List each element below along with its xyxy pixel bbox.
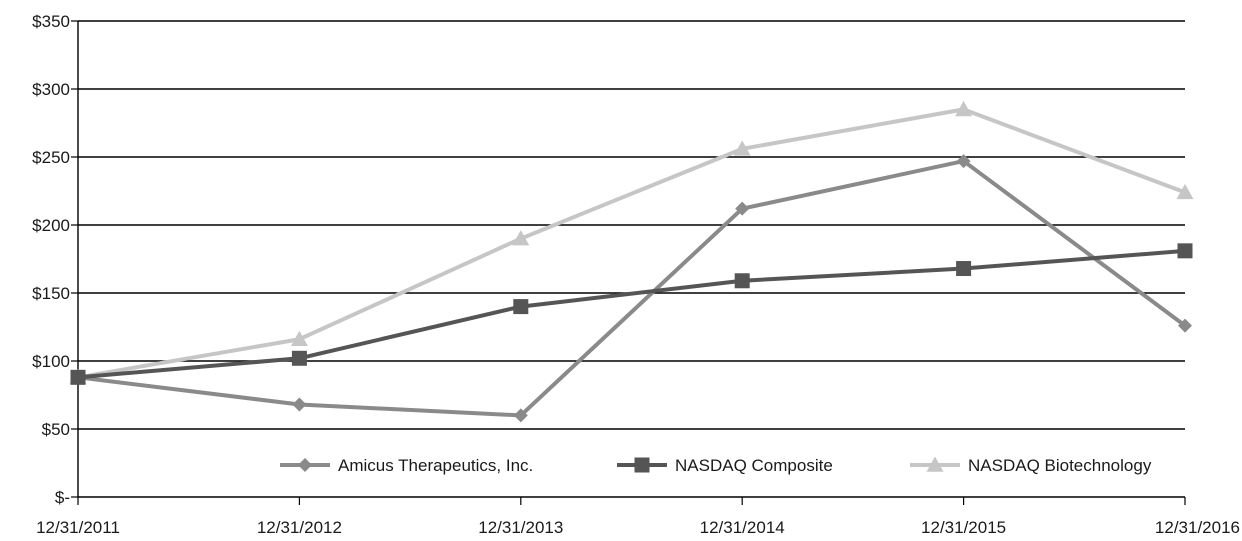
y-tick-label: $- <box>55 488 70 507</box>
series-group <box>69 100 1194 385</box>
data-point <box>513 299 529 315</box>
legend-marker <box>298 458 312 472</box>
legend: Amicus Therapeutics, Inc. NASDAQ Composit… <box>280 456 1152 475</box>
legend-marker <box>926 456 944 472</box>
x-tick-label: 12/31/2016 <box>1155 518 1240 537</box>
legend-label: Amicus Therapeutics, Inc. <box>338 456 533 475</box>
series-line <box>77 159 1187 418</box>
series-line <box>77 107 1186 380</box>
data-point <box>956 154 971 169</box>
data-point <box>70 369 86 385</box>
data-point <box>735 201 750 216</box>
y-tick-label: $50 <box>42 420 70 439</box>
y-tick-label: $350 <box>32 12 70 31</box>
legend-item: Amicus Therapeutics, Inc. <box>280 456 533 475</box>
x-tick-label: 12/31/2011 <box>36 518 120 537</box>
series-line <box>77 248 1186 380</box>
grid-layer <box>78 20 1185 430</box>
data-point <box>292 397 307 412</box>
data-point <box>1176 183 1194 200</box>
data-point <box>512 230 530 246</box>
data-point <box>290 330 308 347</box>
y-tick-label: $100 <box>32 352 70 371</box>
series-layer <box>69 100 1194 423</box>
data-point <box>1178 318 1192 333</box>
series-group <box>71 154 1192 423</box>
x-tick-label: 12/31/2015 <box>921 518 1006 537</box>
legend-label: NASDAQ Composite <box>675 456 833 475</box>
x-tick-label: 12/31/2014 <box>700 518 785 537</box>
y-tick-label: $150 <box>32 284 70 303</box>
y-tick-label: $250 <box>32 148 70 167</box>
data-point <box>513 408 528 423</box>
data-point <box>956 261 972 277</box>
data-point <box>955 100 973 117</box>
data-point <box>291 350 307 366</box>
y-tick-label: $200 <box>32 216 70 235</box>
y-tick-label: $300 <box>32 80 70 99</box>
legend-marker <box>634 457 650 473</box>
series-group <box>70 243 1193 385</box>
x-tick-label: 12/31/2012 <box>257 518 342 537</box>
data-point <box>734 273 750 289</box>
data-point <box>733 140 751 156</box>
legend-item: NASDAQ Biotechnology <box>910 456 1152 475</box>
data-point <box>1177 243 1193 259</box>
legend-item: NASDAQ Composite <box>617 456 833 475</box>
x-tick-label: 12/31/2013 <box>478 518 563 537</box>
axis-layer: $- $50 $100 $150 $200 $250 $300 $350 12/31/2011 1… <box>32 12 1240 537</box>
legend-label: NASDAQ Biotechnology <box>968 456 1152 475</box>
